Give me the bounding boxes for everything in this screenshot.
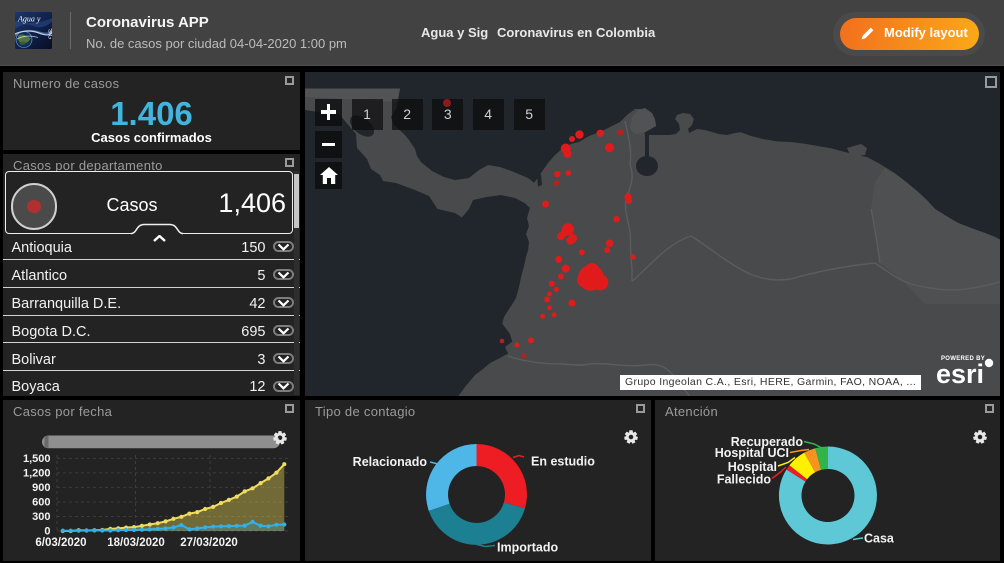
svg-text:600: 600 xyxy=(32,497,50,509)
svg-text:Casa: Casa xyxy=(864,532,895,546)
svg-text:Relacionado: Relacionado xyxy=(353,455,428,469)
svg-text:1,500: 1,500 xyxy=(23,453,51,465)
svg-text:Recuperado: Recuperado xyxy=(731,435,804,449)
svg-text:27/03/2020: 27/03/2020 xyxy=(180,537,238,549)
svg-text:1,200: 1,200 xyxy=(23,467,51,479)
svg-text:6/03/2020: 6/03/2020 xyxy=(35,537,86,549)
svg-text:Agua y: Agua y xyxy=(17,15,41,24)
svg-text:En estudio: En estudio xyxy=(531,455,595,469)
svg-text:300: 300 xyxy=(32,511,50,523)
svg-text:SIG: SIG xyxy=(47,29,53,40)
svg-text:Importado: Importado xyxy=(497,541,558,555)
svg-text:900: 900 xyxy=(32,482,50,494)
svg-text:Hospital: Hospital xyxy=(728,460,777,474)
svg-text:Hospital UCI: Hospital UCI xyxy=(715,446,789,460)
svg-text:Fallecido: Fallecido xyxy=(717,473,772,487)
svg-text:0: 0 xyxy=(44,526,50,538)
svg-text:18/03/2020: 18/03/2020 xyxy=(107,537,165,549)
